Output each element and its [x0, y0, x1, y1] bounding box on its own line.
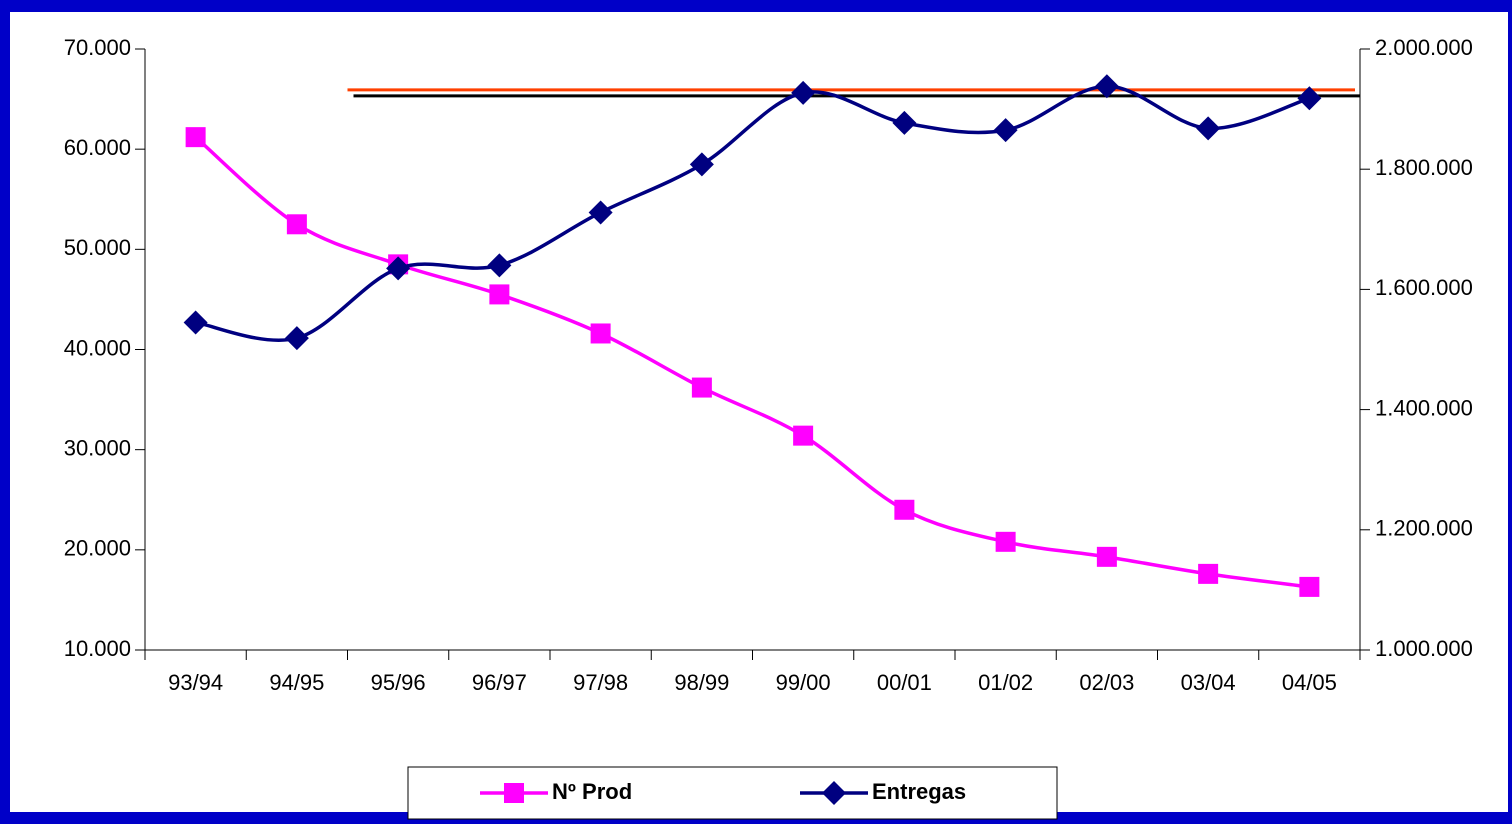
marker: [386, 256, 411, 281]
legend-label: Nº Prod: [552, 779, 632, 804]
marker: [995, 531, 1016, 552]
x-tick-label: 96/97: [472, 670, 527, 695]
marker: [791, 80, 816, 105]
marker: [1198, 563, 1219, 584]
marker: [822, 781, 846, 805]
y2-tick-label: 1.400.000: [1375, 395, 1473, 420]
y-tick-label: 10.000: [64, 636, 131, 661]
x-tick-label: 04/05: [1282, 670, 1337, 695]
marker: [1096, 546, 1117, 567]
marker: [691, 377, 712, 398]
y-tick-label: 30.000: [64, 435, 131, 460]
marker: [1094, 74, 1119, 99]
y2-tick-label: 1.600.000: [1375, 275, 1473, 300]
x-tick-label: 99/00: [776, 670, 831, 695]
x-tick-label: 95/96: [371, 670, 426, 695]
legend-label: Entregas: [872, 779, 966, 804]
marker: [183, 310, 208, 335]
marker: [1299, 576, 1320, 597]
y-tick-label: 20.000: [64, 536, 131, 561]
marker: [892, 110, 917, 135]
x-tick-label: 01/02: [978, 670, 1033, 695]
marker: [487, 253, 512, 278]
marker: [588, 200, 613, 225]
y2-tick-label: 2.000.000: [1375, 35, 1473, 60]
marker: [284, 326, 309, 351]
x-tick-label: 97/98: [573, 670, 628, 695]
y-tick-label: 70.000: [64, 35, 131, 60]
y2-tick-label: 1.800.000: [1375, 155, 1473, 180]
marker: [185, 127, 206, 148]
marker: [504, 783, 524, 803]
x-tick-label: 98/99: [674, 670, 729, 695]
y-tick-label: 50.000: [64, 235, 131, 260]
marker: [286, 214, 307, 235]
x-tick-label: 03/04: [1181, 670, 1236, 695]
x-tick-label: 94/95: [269, 670, 324, 695]
marker: [590, 323, 611, 344]
marker: [489, 284, 510, 305]
marker: [1297, 86, 1322, 111]
x-tick-label: 93/94: [168, 670, 223, 695]
marker: [689, 152, 714, 177]
y-tick-label: 60.000: [64, 135, 131, 160]
marker: [993, 118, 1018, 143]
y2-tick-label: 1.200.000: [1375, 516, 1473, 541]
marker: [894, 499, 915, 520]
marker: [793, 425, 814, 446]
x-tick-label: 02/03: [1079, 670, 1134, 695]
y2-tick-label: 1.000.000: [1375, 636, 1473, 661]
y-tick-label: 40.000: [64, 335, 131, 360]
marker: [1196, 116, 1221, 141]
x-tick-label: 00/01: [877, 670, 932, 695]
